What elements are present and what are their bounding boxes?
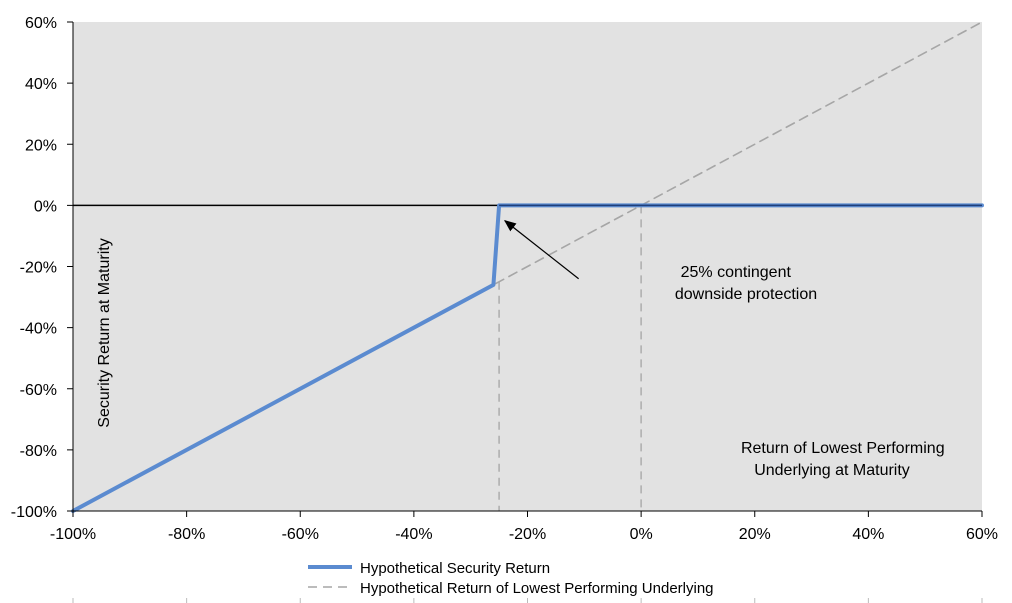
y-tick-label: -100% bbox=[11, 504, 57, 521]
series-layer bbox=[71, 21, 984, 513]
x-axis-label: Return of Lowest Performing Underlying a… bbox=[741, 440, 949, 479]
x-axis-label-line-1: Return of Lowest Performing bbox=[741, 440, 945, 457]
y-axis-label: Security Return at Maturity bbox=[96, 238, 113, 427]
y-tick-label: -40% bbox=[20, 321, 57, 338]
x-tick-label: 20% bbox=[739, 526, 771, 543]
annotation-line-2: downside protection bbox=[675, 286, 817, 303]
x-tick-label: -100% bbox=[50, 526, 96, 543]
y-tick-label: -80% bbox=[20, 443, 57, 460]
x-tick-label: 40% bbox=[852, 526, 884, 543]
x-tick-label: -20% bbox=[509, 526, 546, 543]
x-tick-label: -80% bbox=[168, 526, 205, 543]
x-tick-label: 60% bbox=[966, 526, 998, 543]
y-tick-label: 40% bbox=[25, 76, 57, 93]
y-tick-label: 0% bbox=[34, 198, 57, 215]
legend-label-security-return: Hypothetical Security Return bbox=[360, 560, 550, 577]
y-tick-label: -20% bbox=[20, 260, 57, 277]
legend: Hypothetical Security Return Hypothetica… bbox=[308, 560, 714, 597]
y-tick-labels: -100% -80% -60% -40% -20% 0% 20% 40% 60% bbox=[11, 15, 57, 521]
x-tick-label: -40% bbox=[395, 526, 432, 543]
legend-label-underlying-return: Hypothetical Return of Lowest Performing… bbox=[360, 580, 714, 597]
axes bbox=[67, 21, 983, 603]
x-tick-label: 0% bbox=[630, 526, 653, 543]
y-tick-label: -60% bbox=[20, 382, 57, 399]
y-tick-label: 20% bbox=[25, 137, 57, 154]
x-axis-label-line-2: Underlying at Maturity bbox=[754, 462, 910, 479]
x-tick-label: -60% bbox=[282, 526, 319, 543]
x-tick-labels: -100% -80% -60% -40% -20% 0% 20% 40% 60% bbox=[50, 526, 998, 543]
annotation-arrow bbox=[503, 220, 580, 280]
annotation-text: 25% contingent downside protection bbox=[675, 264, 817, 303]
annotation-line-1: 25% contingent bbox=[681, 264, 792, 281]
y-tick-label: 60% bbox=[25, 15, 57, 32]
